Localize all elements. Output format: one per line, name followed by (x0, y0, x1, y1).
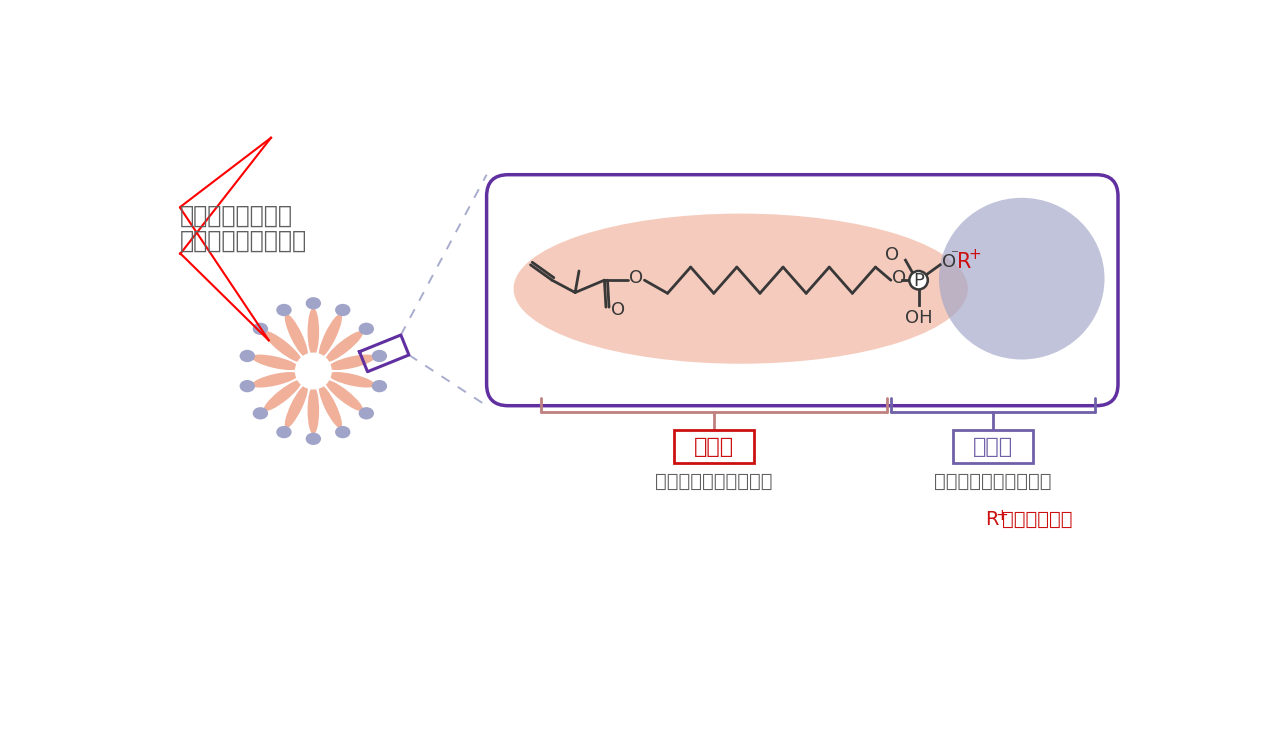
Ellipse shape (239, 380, 255, 392)
Ellipse shape (252, 322, 268, 335)
Ellipse shape (358, 407, 374, 419)
Ellipse shape (264, 331, 302, 362)
Ellipse shape (306, 297, 321, 310)
Text: 親水基: 親水基 (973, 437, 1012, 458)
Text: +: + (995, 508, 1007, 523)
Text: 疏水基: 疏水基 (694, 437, 733, 458)
Ellipse shape (319, 314, 342, 357)
Text: ⁻: ⁻ (951, 248, 959, 262)
Text: OH: OH (905, 309, 932, 327)
Ellipse shape (335, 304, 351, 316)
Text: +: + (969, 248, 982, 262)
Text: 水になじみやすい部分: 水になじみやすい部分 (934, 472, 1052, 491)
FancyBboxPatch shape (486, 175, 1117, 406)
Text: 界面活性効果と予測: 界面活性効果と予測 (180, 229, 307, 253)
Text: ：塩基性成分: ：塩基性成分 (1002, 510, 1073, 529)
Ellipse shape (306, 433, 321, 445)
Ellipse shape (371, 350, 387, 362)
Text: O: O (942, 254, 956, 272)
Ellipse shape (276, 426, 292, 438)
Text: O: O (628, 269, 643, 287)
Ellipse shape (284, 385, 308, 428)
Text: 油になじみやすい部分: 油になじみやすい部分 (655, 472, 773, 491)
Ellipse shape (513, 214, 968, 364)
Ellipse shape (276, 304, 292, 316)
Ellipse shape (335, 426, 351, 438)
Ellipse shape (329, 372, 375, 388)
Ellipse shape (319, 385, 342, 428)
Ellipse shape (940, 198, 1105, 359)
Circle shape (294, 352, 332, 389)
FancyBboxPatch shape (673, 430, 754, 463)
Ellipse shape (307, 386, 319, 434)
Ellipse shape (284, 314, 308, 357)
Text: O: O (886, 246, 900, 264)
Ellipse shape (252, 355, 298, 370)
Ellipse shape (252, 372, 298, 388)
Ellipse shape (325, 380, 364, 411)
Ellipse shape (252, 407, 268, 419)
Ellipse shape (329, 355, 375, 370)
Ellipse shape (239, 350, 255, 362)
Ellipse shape (307, 308, 319, 356)
Circle shape (909, 271, 928, 290)
Ellipse shape (371, 380, 387, 392)
Text: P: P (913, 272, 924, 290)
Text: ミセル形成による: ミセル形成による (180, 204, 293, 228)
Ellipse shape (358, 322, 374, 335)
Ellipse shape (325, 331, 364, 362)
Text: R: R (986, 510, 998, 529)
Text: R: R (957, 253, 972, 272)
Text: O: O (892, 269, 906, 287)
Text: O: O (612, 302, 626, 320)
Ellipse shape (264, 380, 302, 411)
FancyBboxPatch shape (952, 430, 1033, 463)
